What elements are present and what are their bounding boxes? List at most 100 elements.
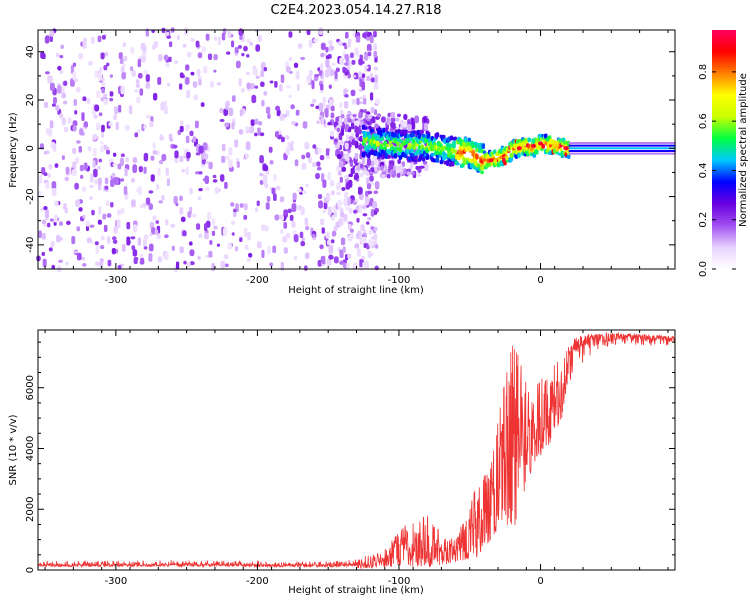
heatmap-cell xyxy=(246,71,250,76)
heatmap-cell xyxy=(412,145,417,150)
heatmap-cell xyxy=(320,52,325,58)
heatmap-cell xyxy=(239,237,243,242)
heatmap-cell xyxy=(555,146,559,152)
heatmap-cell xyxy=(145,74,150,82)
heatmap-cell xyxy=(205,161,210,165)
heatmap-cell xyxy=(225,155,230,160)
heatmap-cell xyxy=(351,139,357,146)
heatmap-cell xyxy=(549,138,553,145)
heatmap-cell xyxy=(317,193,323,200)
heatmap-cell xyxy=(292,192,297,201)
heatmap-cell xyxy=(100,145,104,153)
heatmap-cell xyxy=(352,74,357,78)
heatmap-cell xyxy=(405,137,409,143)
heatmap-cell xyxy=(143,69,148,75)
heatmap-cell xyxy=(80,174,84,179)
heatmap-cell xyxy=(475,153,479,160)
y-tick-label: -20 xyxy=(25,188,36,204)
heatmap-cell xyxy=(157,233,161,240)
heatmap-cell xyxy=(254,132,258,137)
heatmap-cell xyxy=(101,77,105,82)
heatmap-cell xyxy=(230,220,236,226)
heatmap-cell xyxy=(415,165,419,170)
heatmap-cell xyxy=(246,38,251,44)
heatmap-cell xyxy=(347,223,352,231)
heatmap-cell xyxy=(369,73,374,78)
heatmap-cell xyxy=(361,157,366,165)
heatmap-cell xyxy=(291,203,297,213)
heatmap-cell xyxy=(269,160,274,165)
heatmap-cell xyxy=(362,94,367,99)
heatmap-cell xyxy=(86,237,92,244)
heatmap-cell xyxy=(254,85,259,89)
heatmap-cell xyxy=(268,146,273,153)
heatmap-cell xyxy=(100,245,105,250)
heatmap-cell xyxy=(200,102,205,107)
heatmap-cell xyxy=(355,166,361,171)
heatmap-cell xyxy=(89,184,94,188)
heatmap-cell xyxy=(274,214,280,221)
heatmap-cell xyxy=(134,89,139,93)
heatmap-cell xyxy=(123,55,128,62)
heatmap-cell xyxy=(541,143,545,149)
heatmap-cell xyxy=(94,70,98,78)
heatmap-cell xyxy=(117,264,122,270)
heatmap-cell xyxy=(359,96,364,100)
heatmap-cell xyxy=(101,87,105,94)
heatmap-cell xyxy=(113,152,117,157)
heatmap-cell xyxy=(373,233,378,242)
heatmap-cell xyxy=(367,250,372,259)
heatmap-cell xyxy=(75,86,81,93)
heatmap-cell xyxy=(414,115,419,124)
heatmap-cell xyxy=(82,214,86,219)
heatmap-cell xyxy=(231,95,236,103)
heatmap-cell xyxy=(282,235,288,243)
heatmap-cell xyxy=(261,99,265,107)
heatmap-cell xyxy=(291,220,296,228)
heatmap-cell xyxy=(130,177,136,183)
heatmap-cell xyxy=(40,51,45,59)
heatmap-cell xyxy=(266,195,271,203)
heatmap-cell xyxy=(133,257,138,265)
heatmap-cell xyxy=(216,82,221,86)
heatmap-cell xyxy=(103,51,109,57)
heatmap-cell xyxy=(131,245,136,251)
heatmap-cell xyxy=(186,90,191,99)
heatmap-cell xyxy=(59,113,64,119)
y-tick-label: 2000 xyxy=(25,497,36,522)
heatmap-cell xyxy=(390,111,396,119)
heatmap-cell xyxy=(246,257,252,262)
heatmap-cell xyxy=(110,178,115,188)
heatmap-cell xyxy=(369,252,374,256)
heatmap-cell xyxy=(139,204,144,209)
heatmap-cell xyxy=(152,44,156,50)
heatmap-cell xyxy=(258,172,264,177)
heatmap-cell xyxy=(161,153,167,162)
heatmap-cell xyxy=(243,45,248,52)
heatmap-cell xyxy=(398,155,403,160)
heatmap-cell xyxy=(336,153,342,160)
heatmap-cell xyxy=(72,125,77,132)
heatmap-cell xyxy=(239,35,243,40)
heatmap-cell xyxy=(179,72,184,79)
heatmap-cell xyxy=(256,200,260,207)
heatmap-cell xyxy=(103,93,108,99)
snr-xlabel: Height of straight line (km) xyxy=(288,585,424,596)
heatmap-cell xyxy=(41,219,47,225)
heatmap-cell xyxy=(373,50,377,59)
heatmap-frame xyxy=(37,29,676,270)
heatmap-cell xyxy=(389,170,395,175)
heatmap-cell xyxy=(120,65,125,73)
heatmap-cell xyxy=(178,83,183,90)
heatmap-cell xyxy=(336,221,340,228)
heatmap-cell xyxy=(113,176,119,186)
heatmap-cell xyxy=(286,85,291,89)
heatmap-cell xyxy=(318,70,323,76)
heatmap-cell xyxy=(84,162,88,171)
colorbar-axis: 0.0 0.2 0.4 0.6 0.8 xyxy=(698,64,736,277)
heatmap-cell xyxy=(38,191,42,196)
heatmap-cell xyxy=(93,168,98,178)
heatmap-cell xyxy=(184,76,190,85)
heatmap-cell xyxy=(463,137,468,143)
heatmap-cell xyxy=(103,144,108,151)
